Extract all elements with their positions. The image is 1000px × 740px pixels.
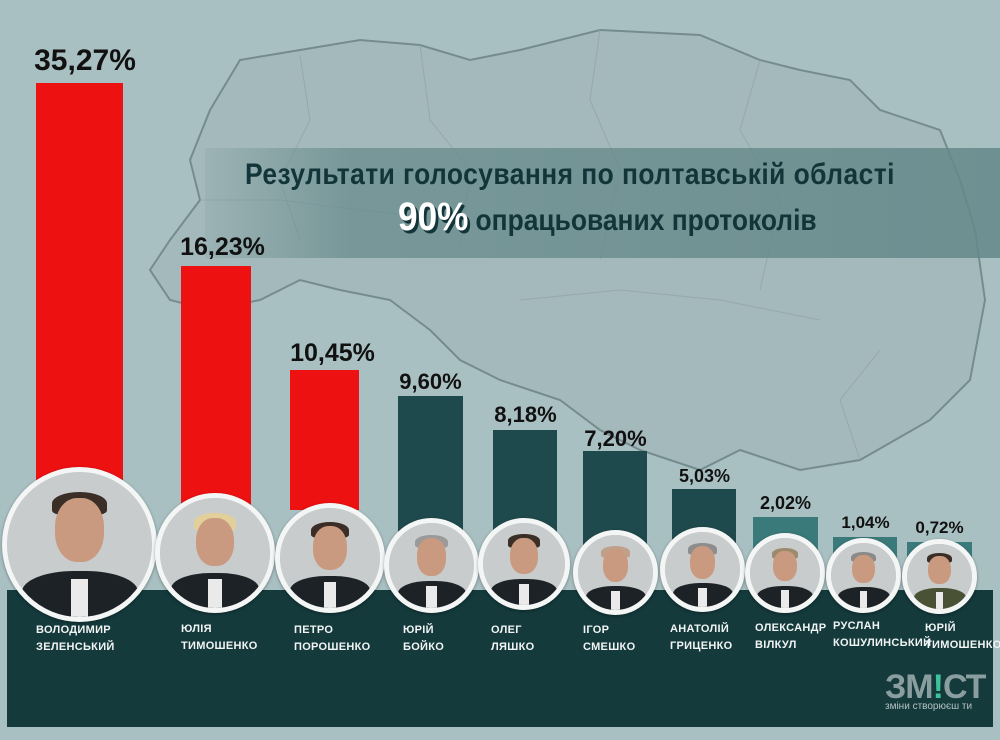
candidate-name-tymoshenko-yulia: ЮЛІЯ ТИМОШЕНКО bbox=[181, 623, 258, 652]
bar-poroshenko bbox=[290, 370, 359, 510]
candidate-name-vilkul: ОЛЕКСАНДР ВІЛКУЛ bbox=[755, 622, 827, 651]
value-label: 0,72% bbox=[915, 518, 964, 537]
names-band bbox=[7, 590, 993, 727]
bar-tymoshenko-yulia bbox=[181, 266, 251, 506]
value-label: 35,27% bbox=[34, 44, 136, 77]
candidate-name-tymoshenko-yuriy: ЮРІЙ ТИМОШЕНКО bbox=[925, 622, 1000, 651]
candidate-photo-vilkul bbox=[745, 533, 825, 613]
candidate-photo-poroshenko bbox=[275, 503, 385, 613]
processed-percent: 90% bbox=[398, 195, 469, 239]
value-label: 2,02% bbox=[759, 493, 812, 513]
candidate-name-zelensky: ВОЛОДИМИР ЗЕЛЕНСЬКИЙ bbox=[36, 624, 115, 653]
zmist-logo: ЗМ!СТ bbox=[885, 668, 986, 706]
candidate-photo-lyashko bbox=[478, 518, 570, 610]
subtitle-text: опрацьованих протоколів bbox=[475, 204, 817, 237]
candidate-photo-zelensky bbox=[2, 467, 157, 622]
bar-zelensky bbox=[36, 83, 123, 503]
logo-tagline: зміни створюєш ти bbox=[885, 701, 973, 712]
candidate-photo-koshulynsky bbox=[826, 538, 901, 613]
candidate-name-hrytsenko: АНАТОЛІЙ ГРИЦЕНКО bbox=[670, 623, 733, 652]
value-label: 10,45% bbox=[290, 339, 375, 367]
candidate-photo-tymoshenko-yulia bbox=[155, 493, 275, 613]
candidate-name-smeshko: ІГОР СМЕШКО bbox=[583, 624, 636, 653]
candidate-photo-hrytsenko bbox=[660, 527, 745, 612]
title-banner bbox=[205, 148, 1000, 258]
logo-exclamation: ! bbox=[932, 668, 944, 706]
value-label: 9,60% bbox=[399, 369, 462, 394]
candidate-name-lyashko: ОЛЕГ ЛЯШКО bbox=[491, 624, 535, 653]
candidate-name-poroshenko: ПЕТРО ПОРОШЕНКО bbox=[294, 624, 371, 653]
candidate-name-boyko: ЮРІЙ БОЙКО bbox=[403, 624, 445, 653]
value-label: 8,18% bbox=[494, 402, 557, 427]
candidate-name-koshulynsky: РУСЛАН КОШУЛИНСЬКИЙ bbox=[833, 620, 932, 649]
page-title: Результати голосування по полтавській об… bbox=[245, 158, 895, 191]
candidate-photo-tymoshenko-yuriy bbox=[902, 539, 977, 614]
page-subtitle: 90% опрацьованих протоколів bbox=[398, 195, 817, 240]
value-label: 5,03% bbox=[678, 466, 731, 486]
value-label: 7,20% bbox=[584, 426, 647, 451]
candidate-photo-smeshko bbox=[573, 530, 658, 615]
candidate-photo-boyko bbox=[384, 518, 479, 613]
value-label: 1,04% bbox=[841, 513, 890, 532]
value-label: 16,23% bbox=[180, 233, 265, 261]
